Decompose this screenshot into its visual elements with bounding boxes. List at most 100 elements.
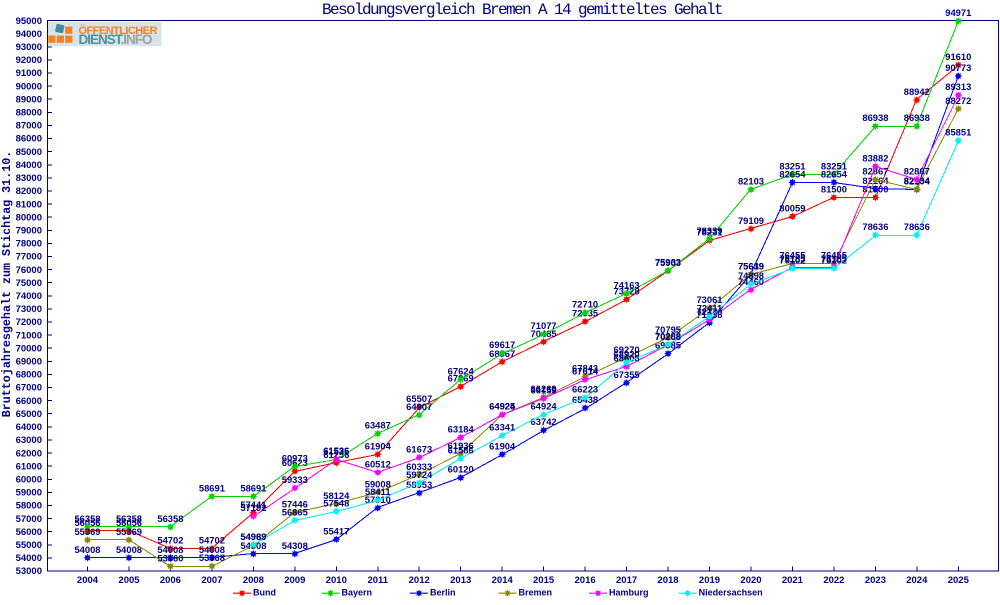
svg-text:89000: 89000	[16, 94, 42, 105]
svg-text:63184: 63184	[448, 424, 475, 435]
svg-text:68920: 68920	[614, 348, 640, 359]
svg-text:Bund: Bund	[253, 588, 276, 598]
svg-text:66159: 66159	[531, 385, 557, 396]
svg-text:84000: 84000	[16, 160, 42, 171]
svg-text:81500: 81500	[821, 184, 847, 195]
svg-text:94971: 94971	[945, 7, 971, 18]
svg-text:55417: 55417	[323, 525, 349, 536]
svg-text:2006: 2006	[160, 575, 181, 586]
svg-text:80059: 80059	[779, 202, 805, 213]
svg-text:72411: 72411	[697, 303, 723, 314]
svg-text:72000: 72000	[16, 317, 42, 328]
svg-text:91610: 91610	[945, 51, 971, 62]
svg-text:70795: 70795	[655, 324, 681, 335]
svg-text:63341: 63341	[489, 422, 515, 433]
svg-text:54989: 54989	[240, 531, 266, 542]
svg-text:65507: 65507	[406, 393, 432, 404]
svg-text:89313: 89313	[945, 81, 971, 92]
svg-text:85000: 85000	[16, 147, 42, 158]
svg-text:78231: 78231	[696, 226, 722, 237]
svg-text:75903: 75903	[655, 257, 681, 268]
svg-text:53368: 53368	[199, 552, 225, 563]
svg-text:2019: 2019	[699, 575, 720, 586]
svg-text:66000: 66000	[16, 396, 42, 407]
svg-text:2004: 2004	[77, 575, 99, 586]
svg-text:2020: 2020	[740, 575, 761, 586]
svg-text:2011: 2011	[367, 575, 388, 586]
svg-text:53000: 53000	[16, 566, 42, 577]
svg-text:70288: 70288	[655, 330, 681, 341]
svg-text:57000: 57000	[16, 514, 42, 525]
svg-text:86938: 86938	[862, 112, 888, 123]
svg-text:83000: 83000	[16, 173, 42, 184]
svg-text:57441: 57441	[240, 499, 266, 510]
svg-text:56358: 56358	[157, 513, 183, 524]
svg-text:58411: 58411	[365, 486, 391, 497]
svg-text:61904: 61904	[365, 440, 392, 451]
svg-text:78636: 78636	[862, 221, 888, 232]
svg-text:2023: 2023	[865, 575, 886, 586]
svg-text:83251: 83251	[821, 161, 847, 172]
svg-text:2014: 2014	[492, 575, 514, 586]
svg-text:63742: 63742	[531, 416, 557, 427]
svg-text:61000: 61000	[16, 461, 42, 472]
svg-text:64000: 64000	[16, 422, 42, 433]
svg-text:76455: 76455	[821, 250, 847, 261]
svg-text:59724: 59724	[406, 469, 433, 480]
svg-text:70000: 70000	[16, 343, 42, 354]
svg-text:76455: 76455	[779, 250, 805, 261]
svg-text:86000: 86000	[16, 134, 42, 145]
svg-text:75639: 75639	[738, 260, 764, 271]
svg-text:80000: 80000	[16, 212, 42, 223]
svg-text:2015: 2015	[533, 575, 555, 586]
svg-text:64907: 64907	[406, 401, 432, 412]
svg-text:60623: 60623	[282, 457, 308, 468]
svg-text:82654: 82654	[821, 168, 848, 179]
svg-text:88272: 88272	[945, 95, 971, 106]
svg-text:90773: 90773	[945, 62, 971, 73]
svg-text:73061: 73061	[696, 294, 722, 305]
svg-text:56000: 56000	[16, 527, 42, 538]
svg-text:68606: 68606	[614, 353, 640, 364]
svg-text:78000: 78000	[16, 239, 42, 250]
svg-text:55369: 55369	[74, 526, 100, 537]
svg-text:85851: 85851	[945, 127, 971, 138]
svg-text:82103: 82103	[738, 176, 764, 187]
svg-text:82867: 82867	[904, 166, 930, 177]
svg-text:56358: 56358	[74, 513, 100, 524]
svg-text:Berlin: Berlin	[430, 588, 456, 598]
svg-text:56056: 56056	[116, 517, 142, 528]
svg-text:57548: 57548	[323, 497, 349, 508]
svg-text:2025: 2025	[948, 575, 970, 586]
svg-text:58000: 58000	[16, 501, 42, 512]
svg-text:68000: 68000	[16, 370, 42, 381]
svg-text:90000: 90000	[16, 81, 42, 92]
svg-text:71000: 71000	[16, 330, 42, 341]
svg-text:54008: 54008	[74, 544, 100, 555]
svg-text:67624: 67624	[448, 365, 475, 376]
svg-text:57446: 57446	[282, 499, 308, 510]
svg-text:55369: 55369	[116, 526, 142, 537]
svg-text:54008: 54008	[116, 544, 142, 555]
svg-text:87000: 87000	[16, 121, 42, 132]
svg-text:69270: 69270	[614, 344, 640, 355]
svg-text:69617: 69617	[489, 339, 515, 350]
svg-text:74898: 74898	[738, 270, 764, 281]
svg-text:2022: 2022	[823, 575, 844, 586]
svg-text:95000: 95000	[16, 16, 42, 27]
svg-text:54969: 54969	[240, 531, 266, 542]
svg-text:56056: 56056	[74, 517, 100, 528]
svg-text:58691: 58691	[199, 482, 225, 493]
svg-text:72710: 72710	[572, 299, 598, 310]
svg-text:61586: 61586	[448, 445, 474, 456]
svg-text:Niedersachsen: Niedersachsen	[699, 588, 763, 598]
svg-text:75000: 75000	[16, 278, 42, 289]
svg-text:59008: 59008	[365, 478, 391, 489]
svg-text:78636: 78636	[904, 221, 930, 232]
svg-text:Hamburg: Hamburg	[609, 588, 649, 598]
svg-text:88000: 88000	[16, 108, 42, 119]
svg-text:93000: 93000	[16, 42, 42, 53]
svg-text:54308: 54308	[282, 540, 308, 551]
svg-text:61936: 61936	[448, 440, 474, 451]
svg-text:69000: 69000	[16, 357, 42, 368]
